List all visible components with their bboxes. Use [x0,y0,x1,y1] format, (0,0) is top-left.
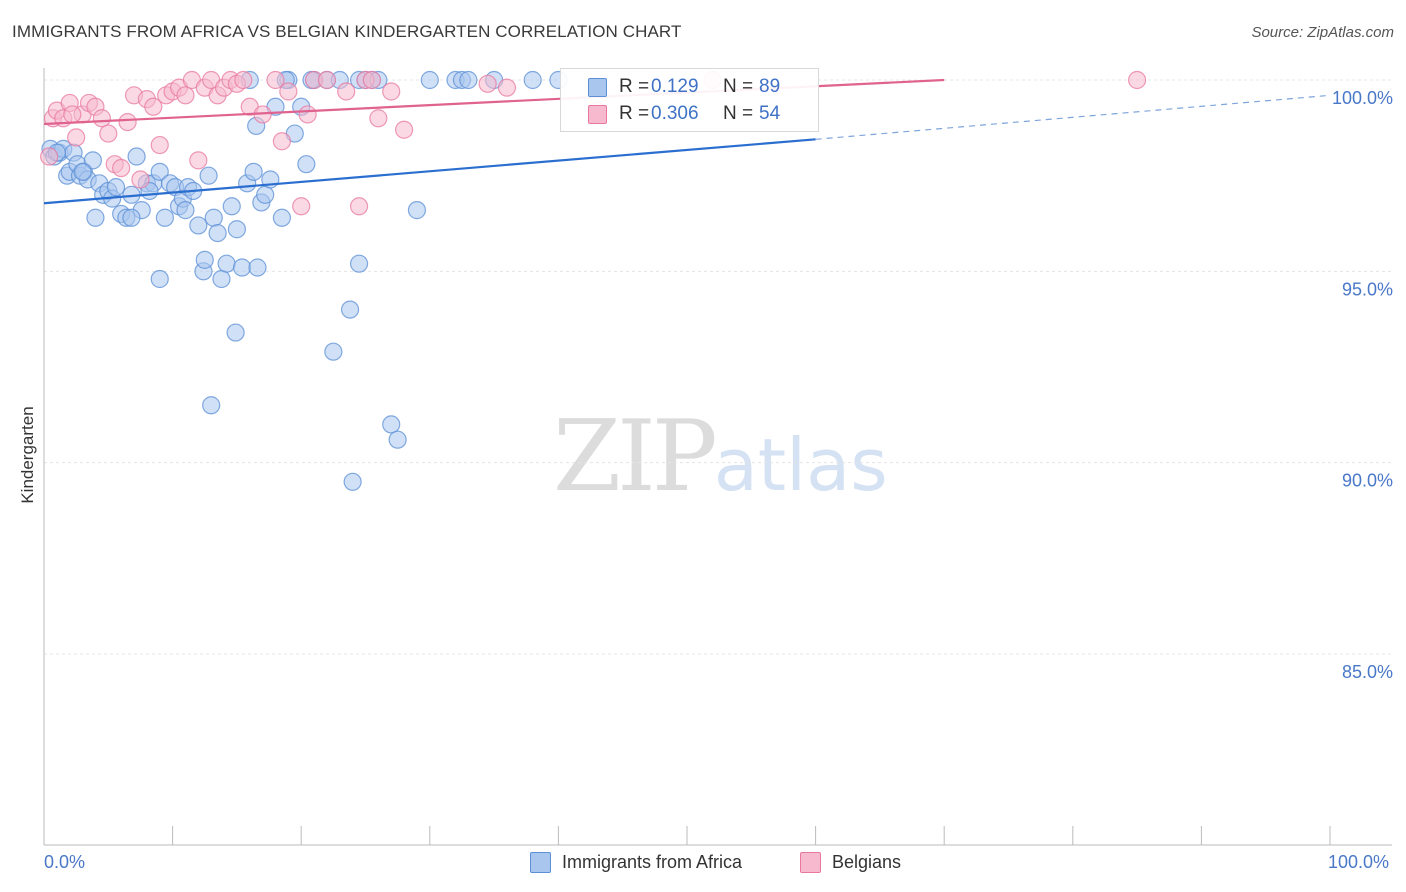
belgians-point [292,197,311,216]
x-tick-label-min: 0.0% [44,852,86,872]
africa-point [324,342,343,361]
legend-row-africa: R = 0.129 N = 89 [561,73,780,101]
africa-point [523,70,542,90]
legend-row-belgians: R = 0.306 N = 54 [561,100,780,128]
belgians-point [112,158,131,178]
legend-n-label: N = [723,76,754,97]
africa-point [208,223,227,243]
series-legend-label: Immigrants from Africa [562,852,743,872]
y-tick-label: 90.0% [1342,471,1393,491]
africa-point [199,166,218,185]
africa-point [150,269,169,289]
belgians-point [382,82,401,101]
africa-point [343,472,362,491]
belgians-point [118,112,137,132]
x-tick-label-max: 100.0% [1328,852,1390,872]
watermark-atlas: atlas [713,423,888,507]
belgians-point [92,109,111,128]
africa-point [86,208,105,227]
belgians-point [99,124,118,143]
africa-point [232,258,252,277]
legend-r-label: R = [619,103,650,124]
africa-point [407,201,427,220]
belgians-point [63,105,82,124]
africa-point [226,323,245,342]
africa-point [340,300,360,319]
belgians-point [1127,70,1147,90]
africa-point [195,250,214,269]
series-legend-swatch-africa [530,852,551,873]
africa-point [222,197,241,216]
series-legend-swatch-belgians [800,852,821,873]
africa-point [150,162,169,181]
africa-point [272,208,292,227]
belgians-point [131,170,150,189]
belgians-point [337,82,356,101]
series-legend-belgians[interactable]: Belgians [800,852,901,873]
chart-source: Source: ZipAtlas.com [1251,24,1394,41]
belgians-point [394,120,414,139]
africa-point [204,208,223,227]
chart-title: IMMIGRANTS FROM AFRICA VS BELGIAN KINDER… [12,22,682,41]
africa-point [349,254,369,273]
watermark: ZIPatlas [553,400,888,514]
y-tick-label: 100.0% [1332,88,1393,108]
stats-legend: R = 0.129 N = 89 R = 0.306 N = 54 [560,68,819,132]
belgians-point [234,70,253,90]
africa-point [227,220,246,239]
legend-n-value: 89 [759,76,781,97]
africa-point [248,258,267,277]
belgians-point [272,132,292,151]
legend-n-label: N = [723,103,754,124]
y-tick-label: 95.0% [1342,279,1393,299]
africa-point [388,430,407,449]
belgians-point [362,70,382,90]
africa-point [127,147,146,166]
africa-point [73,162,92,181]
legend-r-value: 0.306 [651,103,699,124]
africa-trendline-extension [815,94,1331,140]
africa-point [106,178,126,197]
series-legend-label: Belgians [832,852,902,872]
belgians-point [266,70,285,90]
legend-swatch-belgians [588,104,607,124]
series-legend-africa[interactable]: Immigrants from Africa [530,852,742,873]
legend-r-value: 0.129 [651,76,699,97]
africa-point [256,185,275,204]
africa-point [420,70,439,90]
legend-swatch-africa [588,77,607,97]
africa-point [217,254,236,273]
africa-point [122,208,141,227]
belgians-point [279,82,298,101]
africa-point [176,201,195,220]
belgians-point [369,109,388,128]
belgians-point [349,197,369,216]
africa-point [212,269,231,289]
africa-point [189,216,208,235]
y-tick-label: 85.0% [1342,662,1393,682]
legend-n-value: 54 [759,103,781,124]
belgians-point [67,128,86,147]
africa-point [459,70,478,90]
africa-point [155,208,174,227]
africa-trendline [43,138,816,205]
belgians-point [189,151,208,170]
africa-point [382,415,401,434]
belgians-point [150,135,169,155]
africa-point [297,155,316,174]
belgians-point [144,97,163,116]
watermark-zip: ZIP [553,400,718,514]
africa-point [83,151,102,170]
africa-point [202,396,221,415]
belgians-point [40,147,59,166]
belgians-point [497,78,517,97]
africa-point [244,162,263,181]
belgians-point [298,105,317,124]
belgians-point [317,70,337,90]
legend-r-label: R = [619,76,650,97]
belgians-point [478,74,497,93]
belgians-point [176,86,195,105]
